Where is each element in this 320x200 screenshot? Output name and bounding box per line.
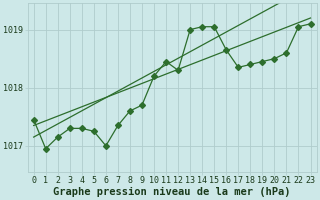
X-axis label: Graphe pression niveau de la mer (hPa): Graphe pression niveau de la mer (hPa) <box>53 186 291 197</box>
